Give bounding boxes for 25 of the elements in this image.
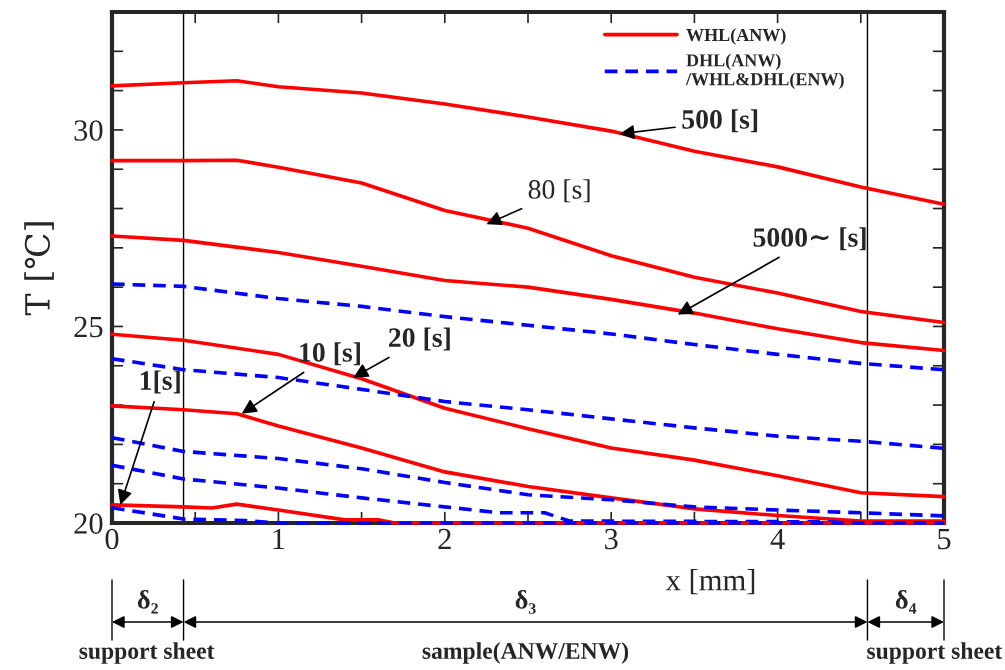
x-tick-label: 5 [938, 529, 951, 550]
legend-label: DHL(ANW) /WHL&DHL(ENW) [685, 53, 844, 90]
y-tick-label: 20 [74, 513, 103, 534]
legend-label: WHL(ANW) [686, 28, 786, 45]
text: δ₂ [137, 589, 158, 614]
x-tick-label: 4 [770, 528, 785, 550]
annotation: 80 [s] [528, 179, 590, 203]
annotation: 10 [s] [300, 342, 360, 366]
y-tick-label: 25 [74, 316, 103, 338]
y-tick-label: 30 [74, 120, 103, 141]
x-tick-label: 0 [105, 528, 119, 550]
annotation: 20 [s] [388, 327, 450, 351]
text: support sheet [867, 642, 1003, 664]
x-tick-label: 1 [273, 528, 285, 550]
x-axis-title: x [mm] [665, 568, 755, 595]
annotation: 1[s] [140, 370, 180, 394]
text: sample(ANW/ENW) [422, 642, 629, 664]
y-axis-title: T [℃] [24, 222, 54, 316]
text: support sheet [79, 642, 215, 664]
text: δ₄ [895, 589, 917, 614]
annotation: 5000∼ [s] [753, 227, 866, 251]
annotation: 500 [s] [682, 109, 758, 133]
text: δ₃ [515, 589, 536, 614]
x-tick-label: 3 [605, 528, 618, 550]
x-tick-label: 2 [438, 528, 451, 550]
